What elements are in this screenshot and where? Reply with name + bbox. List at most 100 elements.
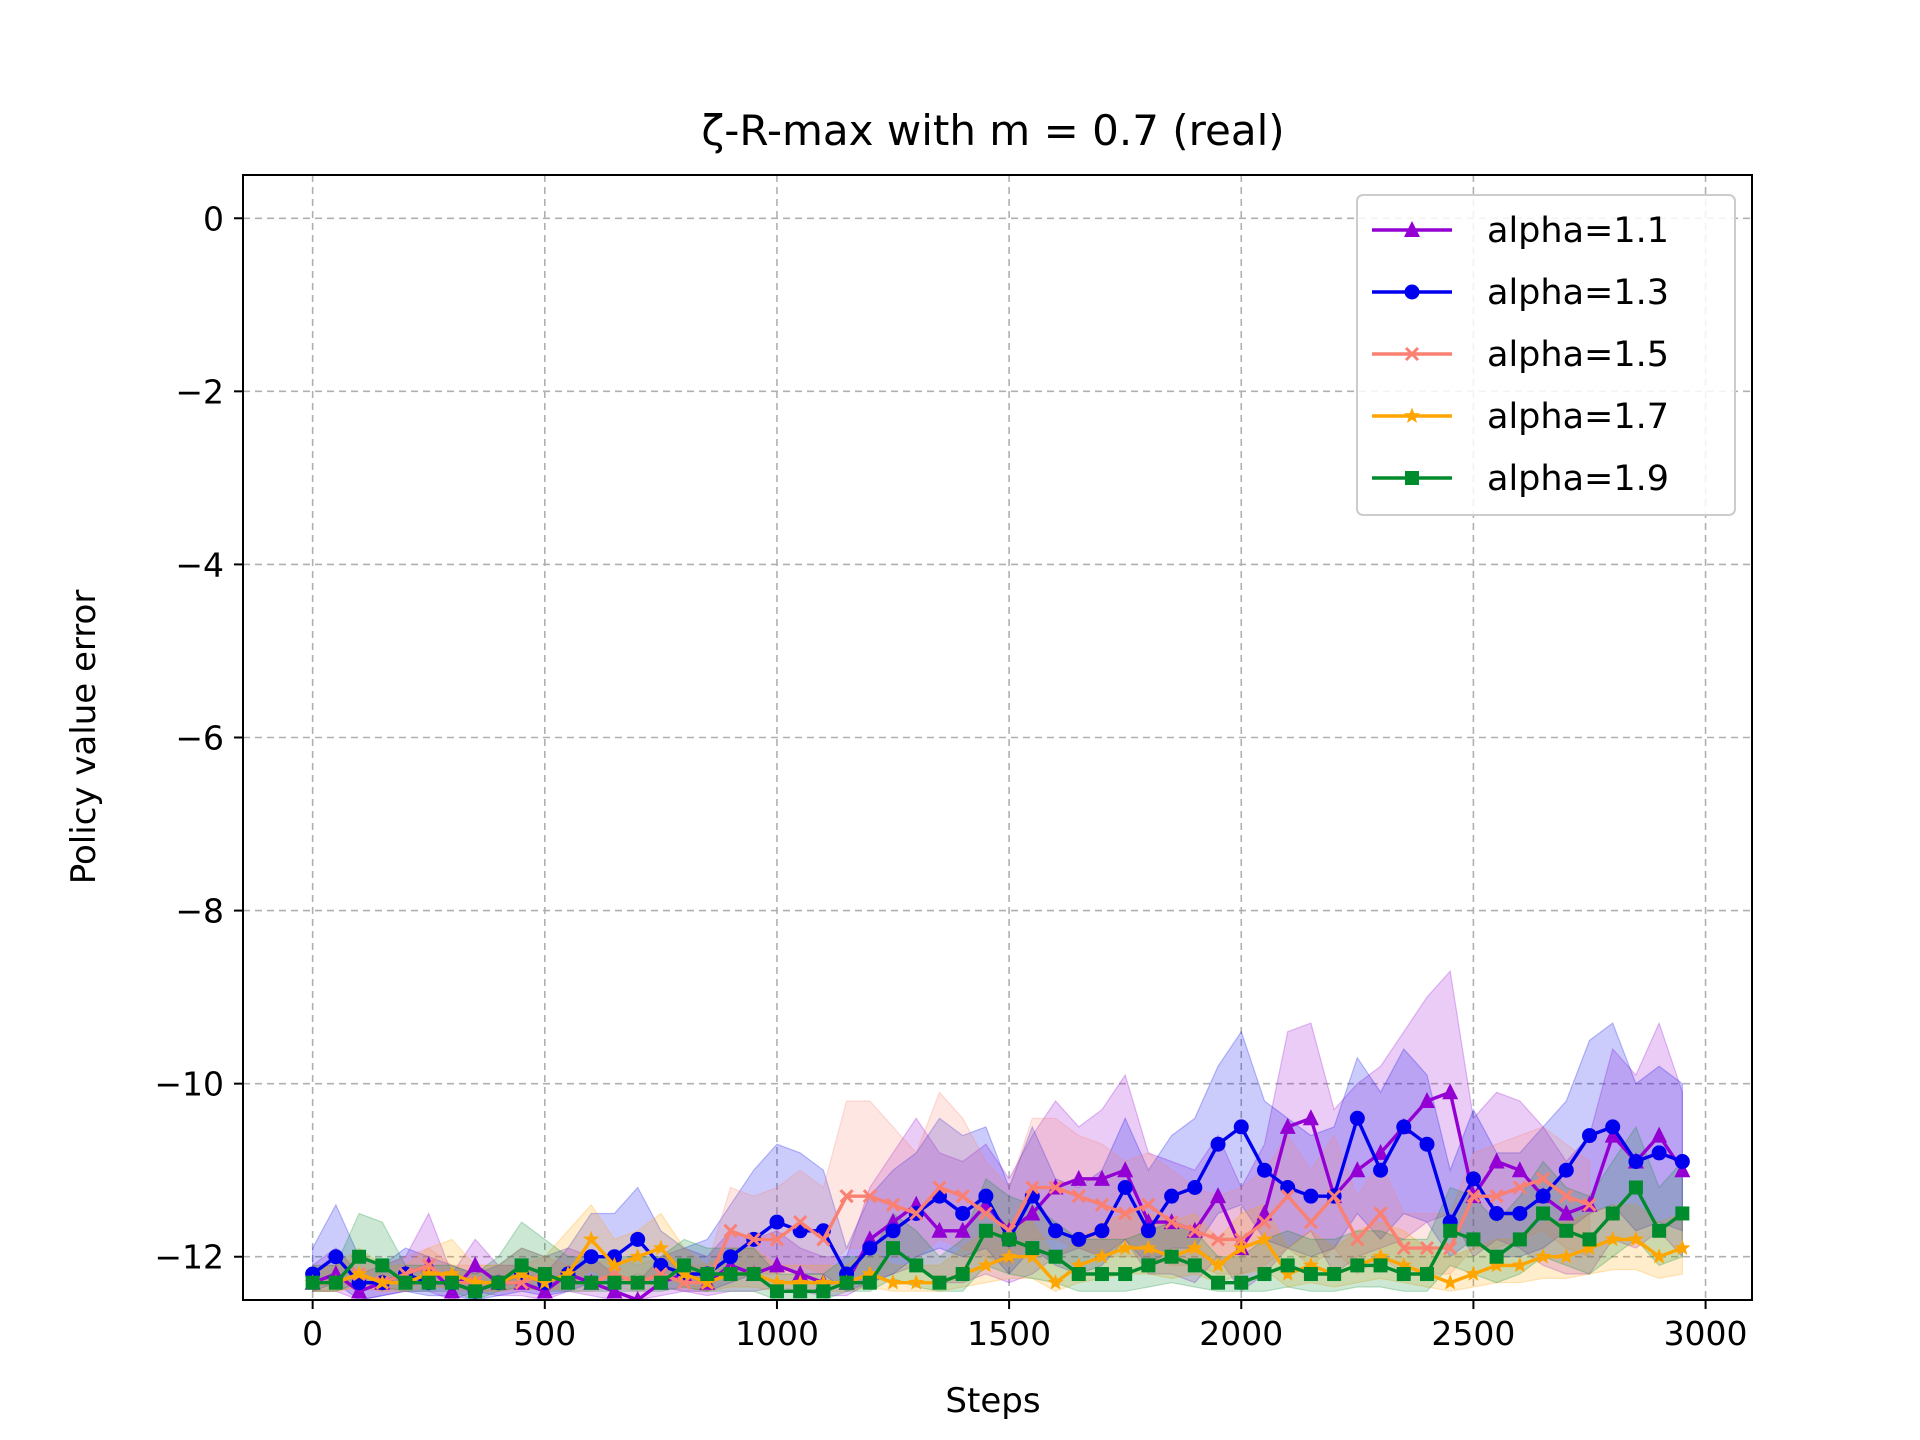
x-tick-label: 2500 [1431, 1314, 1515, 1353]
data-point [1466, 1189, 1481, 1204]
data-point [861, 1265, 878, 1281]
data-point [583, 1249, 599, 1265]
data-point [1558, 1204, 1575, 1221]
data-point [468, 1284, 483, 1299]
data-point [699, 1274, 716, 1290]
data-point [491, 1275, 506, 1290]
legend: alpha=1.1 alpha=1.3 alpha=1.5 alpha=1.7 alph… [1356, 194, 1736, 516]
data-point-stroke [1535, 1171, 1551, 1186]
data-point [1001, 1248, 1018, 1264]
data-point [1442, 1274, 1459, 1290]
data-point-stroke [1582, 1197, 1597, 1212]
data-point [1559, 1223, 1574, 1238]
data-point [746, 1267, 761, 1282]
y-tick-label: −12 [154, 1238, 224, 1277]
data-point [420, 1265, 437, 1281]
data-point [1443, 1223, 1458, 1238]
data-point [374, 1274, 391, 1290]
data-point-stroke [1280, 1189, 1295, 1204]
y-tick-label: −2 [175, 372, 224, 411]
data-point-stroke [1234, 1232, 1249, 1247]
legend-swatch-marker [1404, 284, 1420, 300]
x-tick-label: 1500 [967, 1314, 1051, 1353]
data-point [1280, 1258, 1295, 1273]
x-tick-label: 1000 [735, 1314, 819, 1353]
data-point [1674, 1161, 1691, 1178]
data-point [700, 1267, 715, 1282]
x-tick-label: 3000 [1664, 1314, 1748, 1353]
data-point [978, 1188, 994, 1204]
data-point [955, 1205, 971, 1221]
data-point-stroke [1512, 1180, 1527, 1195]
data-point [886, 1241, 901, 1256]
x-tick-label: 500 [513, 1314, 576, 1353]
data-point [978, 1223, 993, 1238]
data-point [1257, 1267, 1272, 1282]
data-point [1117, 1180, 1133, 1195]
data-point-stroke [1327, 1189, 1342, 1204]
data-point [1512, 1232, 1527, 1247]
data-point-stroke [1210, 1232, 1226, 1247]
data-point [583, 1230, 600, 1247]
data-point [1164, 1215, 1179, 1230]
data-point [630, 1275, 645, 1290]
data-point [839, 1189, 854, 1204]
data-point [1535, 1188, 1551, 1204]
data-point [1396, 1267, 1411, 1282]
y-tick-label: −8 [175, 892, 224, 931]
data-point [769, 1284, 784, 1299]
legend-item: alpha=1.5 [1372, 335, 1669, 375]
data-point [537, 1267, 552, 1282]
data-point [1511, 1256, 1528, 1273]
data-point [1211, 1275, 1226, 1290]
data-point [1071, 1231, 1087, 1247]
confidence-band-0 [312, 969, 1683, 1300]
data-point-stroke [1025, 1180, 1040, 1195]
data-point [443, 1282, 460, 1299]
data-point [1186, 1239, 1203, 1255]
data-point-stroke [1489, 1189, 1504, 1204]
data-point-stroke [1419, 1241, 1435, 1256]
data-point-stroke [1187, 1223, 1202, 1238]
data-point [1628, 1180, 1643, 1195]
data-point [1303, 1188, 1319, 1204]
data-point [536, 1282, 553, 1299]
data-point-stroke [839, 1189, 854, 1204]
data-point [1118, 1206, 1133, 1221]
data-point [421, 1275, 436, 1290]
data-point-stroke [1443, 1241, 1458, 1256]
data-area [304, 969, 1691, 1300]
data-point [954, 1221, 971, 1238]
data-point [1349, 1161, 1366, 1178]
data-point [1581, 1128, 1597, 1144]
data-point [1256, 1162, 1272, 1178]
data-point [328, 1275, 343, 1290]
data-point [1419, 1136, 1435, 1152]
data-point [1256, 1230, 1273, 1247]
data-point [1070, 1169, 1087, 1186]
data-point [1280, 1189, 1295, 1204]
data-point [1070, 1256, 1087, 1273]
data-point [1651, 1145, 1667, 1161]
data-point [1094, 1223, 1110, 1239]
data-point [677, 1258, 692, 1273]
data-point [328, 1249, 344, 1265]
data-point [514, 1258, 529, 1273]
data-point-stroke [1048, 1180, 1063, 1195]
data-point [1303, 1215, 1318, 1230]
data-point [1327, 1189, 1342, 1204]
data-point [1071, 1189, 1086, 1204]
data-point [1349, 1110, 1365, 1126]
data-point [1303, 1267, 1318, 1282]
data-point-stroke [816, 1232, 831, 1247]
data-point [584, 1275, 599, 1290]
data-point [816, 1284, 831, 1299]
data-point [1443, 1241, 1458, 1256]
data-point-stroke [1141, 1197, 1156, 1212]
data-point [1234, 1232, 1249, 1247]
data-point [1025, 1241, 1040, 1256]
legend-swatch-marker-stroke [1404, 346, 1420, 362]
y-axis-label: Policy value error [64, 590, 104, 885]
data-point [1604, 1126, 1621, 1143]
